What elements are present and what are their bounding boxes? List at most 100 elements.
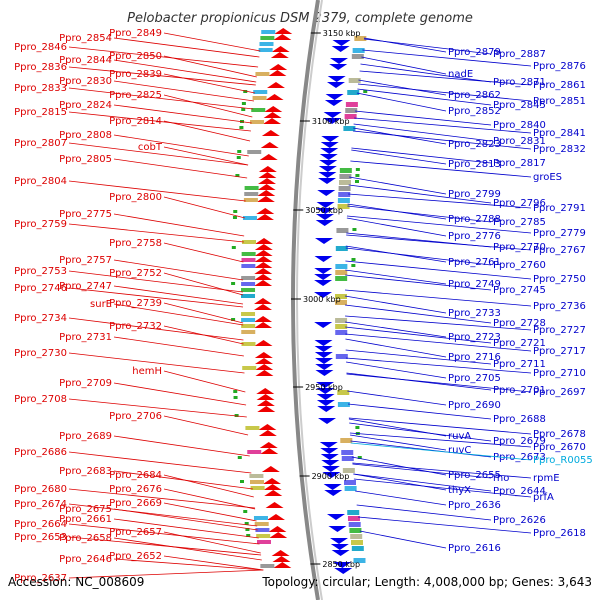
left-strand-arrow bbox=[256, 394, 275, 400]
gene-label: thyX bbox=[448, 485, 471, 496]
feature-tick bbox=[351, 258, 356, 261]
gene-label: Ppro_2618 bbox=[533, 528, 586, 539]
feature-tick bbox=[232, 216, 237, 219]
feature-block bbox=[250, 480, 264, 484]
right-strand-arrow bbox=[315, 358, 333, 364]
gene-label: Ppro_2839 bbox=[109, 69, 162, 80]
gene-label: Ppro_2723 bbox=[448, 332, 501, 343]
gene-label: groES bbox=[533, 172, 562, 183]
gene-label: Ppro_2836 bbox=[14, 62, 67, 73]
gene-leader bbox=[163, 488, 256, 510]
kbp-label: 2950 kbp bbox=[305, 383, 343, 392]
right-strand-arrow bbox=[324, 490, 343, 496]
left-strand-arrow bbox=[265, 94, 284, 100]
gene-leader bbox=[353, 478, 532, 498]
right-strand-arrow bbox=[319, 160, 338, 166]
feature-track bbox=[231, 28, 368, 574]
gene-label: Ppro_2731 bbox=[59, 332, 112, 343]
left-strand-arrow bbox=[254, 304, 273, 310]
right-strand-arrow bbox=[314, 280, 333, 286]
feature-block bbox=[241, 342, 256, 346]
feature-tick bbox=[234, 414, 239, 417]
gene-leader bbox=[113, 37, 260, 58]
gene-label: Ppro_2832 bbox=[533, 144, 586, 155]
right-strand-arrow bbox=[316, 400, 335, 406]
left-strand-arrow bbox=[254, 280, 273, 286]
left-strand-arrow bbox=[255, 370, 274, 376]
gene-label: rho bbox=[493, 473, 509, 484]
left-strand-arrow bbox=[270, 52, 289, 58]
left-strand-arrow bbox=[268, 70, 287, 76]
gene-label: Ppro_2770 bbox=[493, 242, 546, 253]
feature-tick bbox=[237, 456, 242, 459]
gene-label: Ppro_2708 bbox=[14, 394, 67, 405]
gene-label: Ppro_2758 bbox=[109, 238, 162, 249]
gene-leader bbox=[362, 49, 532, 67]
left-strand-arrow bbox=[260, 142, 279, 148]
gene-label: Ppro_2746 bbox=[14, 283, 67, 294]
feature-block bbox=[348, 78, 361, 83]
right-strand-arrow bbox=[314, 268, 333, 274]
gene-label: Ppro_2817 bbox=[493, 158, 546, 169]
right-strand-arrow bbox=[314, 292, 333, 298]
rna-label: Ppro_R0055 bbox=[533, 455, 593, 466]
feature-tick bbox=[351, 264, 356, 267]
gene-label: Ppro_2876 bbox=[533, 61, 586, 72]
gene-leader bbox=[345, 357, 532, 374]
left-strand-arrow bbox=[269, 64, 288, 70]
gene-label: Ppro_2730 bbox=[14, 348, 67, 359]
gene-label: Ppro_2680 bbox=[14, 484, 67, 495]
right-strand-arrow bbox=[315, 238, 333, 244]
feature-block bbox=[242, 216, 257, 220]
right-strand-arrow bbox=[316, 208, 335, 214]
kbp-label: 3050 kbp bbox=[305, 206, 343, 215]
gene-leader bbox=[163, 370, 246, 393]
right-strand-arrow bbox=[318, 166, 337, 172]
gene-leader bbox=[353, 473, 492, 492]
gene-leader bbox=[113, 518, 259, 539]
left-strand-arrow bbox=[261, 130, 280, 136]
gene-leader bbox=[344, 289, 532, 307]
gene-label: Ppro_2846 bbox=[14, 42, 67, 53]
right-strand-arrow bbox=[331, 46, 350, 52]
gene-label: Ppro_2815 bbox=[14, 107, 67, 118]
map-title: Pelobacter propionicus DSM 2379, complet… bbox=[127, 11, 473, 26]
gene-label: Ppro_2813 bbox=[448, 159, 501, 170]
right-strand-arrow bbox=[317, 190, 336, 196]
gene-label: Ppro_2745 bbox=[493, 285, 546, 296]
gene-label: Ppro_2852 bbox=[448, 106, 501, 117]
gene-label: Ppro_2661 bbox=[59, 514, 112, 525]
gene-leader bbox=[113, 336, 244, 357]
gene-label: Ppro_2664 bbox=[14, 519, 67, 530]
feature-block bbox=[339, 168, 352, 173]
gene-label: Ppro_2823 bbox=[448, 139, 501, 150]
feature-block bbox=[338, 192, 351, 197]
gene-label: Ppro_2710 bbox=[533, 368, 586, 379]
feature-block bbox=[347, 90, 360, 95]
right-strand-arrow bbox=[329, 64, 348, 70]
right-strand-arrow bbox=[332, 40, 351, 46]
feature-tick bbox=[241, 102, 246, 105]
right-strand-arrow bbox=[323, 118, 341, 124]
feature-block bbox=[348, 522, 361, 527]
gene-label: Ppro_2749 bbox=[448, 279, 501, 290]
left-strand-arrow bbox=[259, 442, 278, 448]
gene-label: Ppro_2669 bbox=[109, 498, 162, 509]
feature-block bbox=[335, 294, 348, 299]
left-strand-arrow bbox=[263, 478, 281, 484]
gene-leader bbox=[358, 79, 447, 96]
feature-tick bbox=[357, 456, 362, 459]
right-strand-arrow bbox=[326, 514, 345, 520]
right-strand-arrow bbox=[317, 406, 336, 412]
kbp-label: 2850 kbp bbox=[322, 560, 360, 569]
gene-label: Ppro_2788 bbox=[448, 214, 501, 225]
feature-block bbox=[335, 330, 348, 335]
gene-leader bbox=[345, 315, 532, 331]
feature-block bbox=[243, 198, 258, 202]
gene-label: Ppro_2849 bbox=[109, 28, 162, 39]
left-strand-arrow bbox=[274, 28, 293, 34]
feature-block bbox=[245, 426, 260, 430]
left-strand-arrow bbox=[260, 448, 279, 454]
gene-label: Ppro_2626 bbox=[493, 515, 546, 526]
